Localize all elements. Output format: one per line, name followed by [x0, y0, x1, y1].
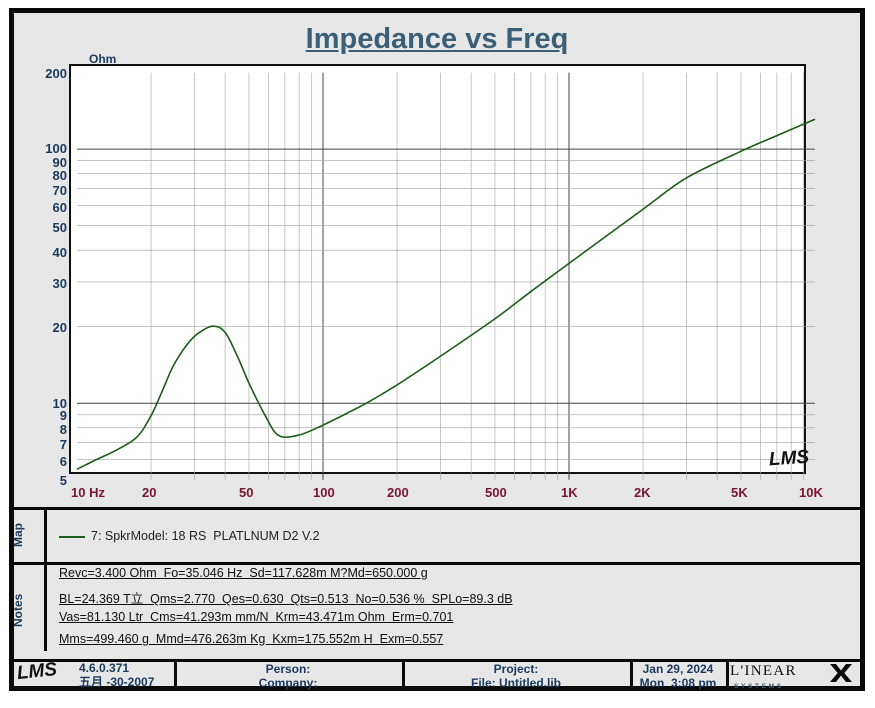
- svg-text:L'INEAR: L'INEAR: [730, 663, 797, 679]
- svg-text:SYSTEMS: SYSTEMS: [734, 683, 784, 690]
